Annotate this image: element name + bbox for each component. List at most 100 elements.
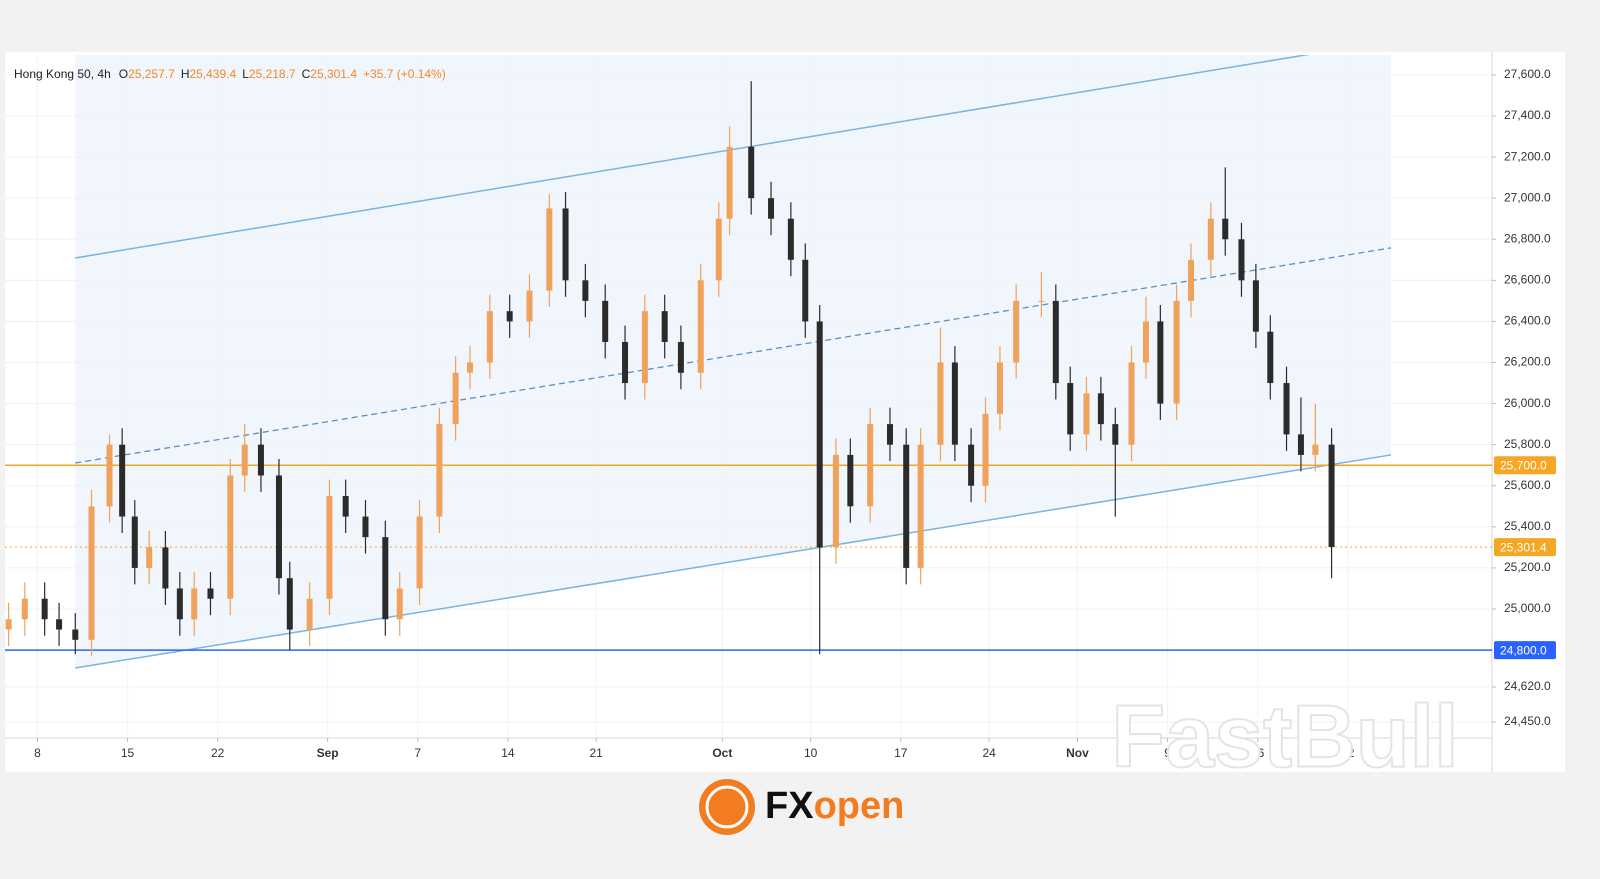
candle-body (257, 444, 264, 476)
ohlc-key: O (119, 67, 128, 81)
candle-body (1083, 393, 1090, 435)
x-tick-label: 10 (804, 746, 818, 760)
candle-body (602, 300, 609, 342)
candle-body (546, 208, 553, 291)
candle-body (1252, 280, 1259, 332)
candle-body (968, 444, 975, 486)
candle-body (1157, 321, 1164, 404)
candle-body (903, 444, 910, 568)
candle-body (1097, 393, 1104, 425)
candle-body (1112, 424, 1119, 445)
x-tick-label: Nov (1066, 746, 1089, 760)
candle-body (436, 424, 443, 517)
candle-body (1207, 218, 1214, 260)
candle-body (1267, 331, 1274, 384)
channel-upper (75, 55, 1310, 259)
candle-body (306, 598, 313, 630)
candle-body (56, 619, 63, 630)
x-tick-label: 9 (1164, 746, 1171, 760)
x-tick-label: 8 (34, 746, 41, 760)
candle-body (362, 516, 369, 538)
channel-median (75, 247, 1392, 464)
y-tick-label: 25,800.0 (1504, 437, 1551, 451)
candle-body (726, 146, 733, 219)
ohlc-value: 25,218.7 (249, 67, 296, 81)
candle-body (1312, 444, 1319, 455)
logo-icon-ring (705, 785, 749, 829)
x-tick-label: 21 (590, 746, 604, 760)
logo-open: open (814, 785, 905, 827)
candle-body (227, 475, 234, 599)
candle-body (1328, 444, 1335, 548)
x-tick-label: 16 (1251, 746, 1265, 760)
y-tick-label: 25,400.0 (1504, 519, 1551, 533)
candle-body (1283, 383, 1290, 435)
candle-body (1238, 239, 1245, 281)
y-tick-label: 26,400.0 (1504, 314, 1551, 328)
candle-body (661, 311, 668, 342)
ohlc-value: 25,257.7 (128, 67, 175, 81)
level-label: 24,800.0 (1500, 643, 1547, 657)
x-tick-label: Sep (317, 746, 339, 760)
y-tick-label: 27,200.0 (1504, 149, 1551, 163)
candle-body (1173, 300, 1180, 404)
candle-body (816, 321, 823, 548)
x-tick-label: 24 (982, 746, 996, 760)
axes: 27,600.0 27,400.0 27,200.0 27,000.0 26,800.0… (34, 67, 1556, 760)
candle-body (416, 516, 423, 589)
y-tick-label: 25,000.0 (1504, 601, 1551, 615)
channel-lower (75, 454, 1392, 669)
candle-body (622, 341, 629, 384)
candle-body (106, 444, 113, 507)
ohlc-key: L (242, 67, 249, 81)
candle-body (21, 598, 28, 620)
y-tick-label: 26,800.0 (1504, 231, 1551, 245)
y-tick-label: 24,620.0 (1504, 679, 1551, 693)
candle-body (1038, 300, 1045, 302)
ohlc-key: C (302, 67, 311, 81)
plot-area (5, 55, 1492, 669)
x-tick-label: 7 (414, 746, 421, 760)
candle-body (207, 588, 214, 599)
level-badge (1494, 456, 1556, 475)
candle-body (787, 218, 794, 260)
x-tick-label: 14 (501, 746, 515, 760)
candle-body (768, 198, 775, 219)
candle-body (396, 588, 403, 620)
symbol-title: Hong Kong 50, 4h (14, 67, 111, 81)
candle-body (982, 413, 989, 486)
candle-body (697, 280, 704, 373)
candle-body (996, 362, 1003, 414)
y-tick-label: 24,450.0 (1504, 714, 1551, 728)
logo: FXopen (699, 779, 904, 835)
candle-body (72, 629, 79, 640)
candle-body (486, 311, 493, 363)
candle-body (41, 598, 48, 620)
channel-fill (75, 55, 1392, 668)
candle-body (1013, 300, 1020, 363)
candle-body (1128, 362, 1135, 445)
y-tick-label: 27,000.0 (1504, 190, 1551, 204)
change-value: +35.7 (+0.14%) (363, 67, 446, 81)
x-tick-label: 22 (211, 746, 225, 760)
candle-body (119, 444, 126, 517)
candle-body (1297, 434, 1304, 455)
ohlc-value: 25,301.4 (310, 67, 357, 81)
level-label: 25,700.0 (1500, 458, 1547, 472)
candle-body (5, 619, 12, 630)
candle-body (326, 496, 333, 599)
y-tick-label: 26,000.0 (1504, 396, 1551, 410)
x-tick-label: 17 (894, 746, 908, 760)
y-tick-label: 27,400.0 (1504, 108, 1551, 122)
candle-body (886, 424, 893, 445)
candle-body (748, 146, 755, 199)
symbol-legend: Hong Kong 50, 4h O25,257.7 H25,439.4 L25,21… (14, 67, 446, 81)
candle-body (526, 290, 533, 322)
candle-body (832, 454, 839, 548)
level-badge (1494, 641, 1556, 660)
watermark: FastBull (1111, 686, 1458, 785)
candle-body (241, 444, 248, 476)
candle-body (1187, 259, 1194, 301)
